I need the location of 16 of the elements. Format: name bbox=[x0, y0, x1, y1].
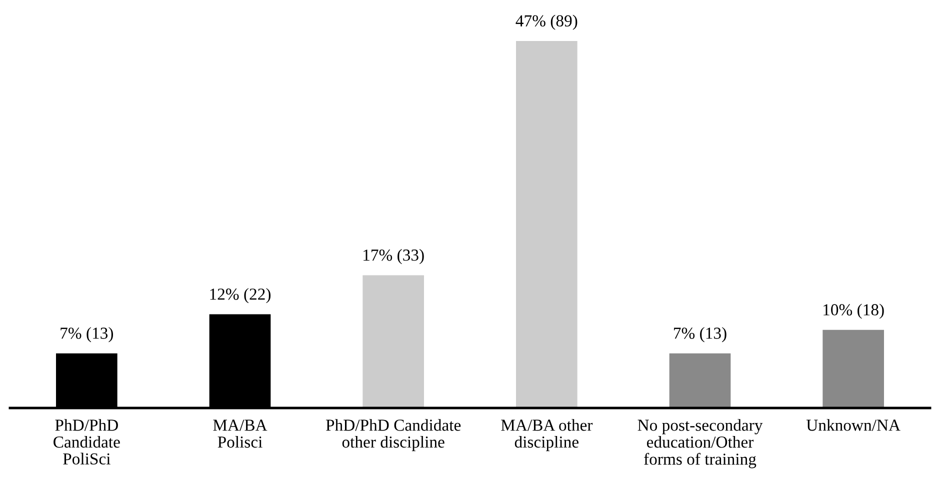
data-label: 7% (13) bbox=[60, 327, 114, 342]
bar bbox=[822, 330, 884, 408]
x-tick-label: Unknown/NA bbox=[806, 419, 900, 431]
data-label: 12% (22) bbox=[210, 288, 271, 304]
bar bbox=[669, 353, 731, 408]
data-label: 10% (18) bbox=[824, 304, 884, 319]
x-tick-label: PhD/PhD Candidate other discipline bbox=[326, 419, 461, 452]
x-tick-label: MA/BA Polisci bbox=[213, 420, 268, 448]
x-tick-label: MA/BA other discipline bbox=[501, 419, 593, 452]
bar bbox=[516, 41, 578, 408]
data-label: 47% (89) bbox=[516, 14, 578, 30]
data-label: 17% (33) bbox=[364, 249, 424, 264]
data-label: 7% (13) bbox=[674, 327, 726, 342]
x-tick-label: PhD/PhD Candidate PoliSci bbox=[54, 419, 120, 465]
bar bbox=[362, 275, 424, 408]
x-tick-label: No post-secondary education/Other forms of training bbox=[638, 419, 763, 468]
